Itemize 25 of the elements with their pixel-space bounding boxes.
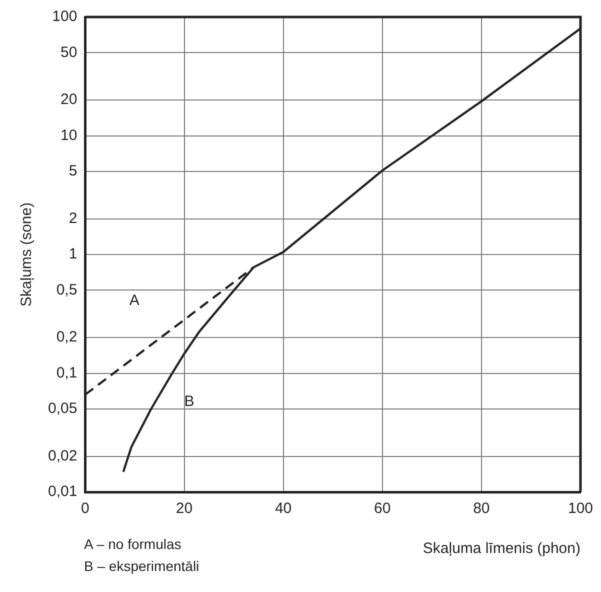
y-tick-label: 10: [60, 126, 78, 144]
x-tick-label: 80: [473, 500, 490, 518]
x-tick-label: 0: [81, 500, 90, 518]
y-tick-label: 1: [68, 246, 78, 263]
y-tick-label: 0,5: [56, 281, 78, 298]
y-axis-title: Skaļums (sone): [18, 202, 36, 307]
x-tick-label: 20: [176, 500, 193, 518]
y-tick-label: 5: [68, 162, 78, 180]
y-tick-label: 2: [68, 210, 78, 227]
y-tick-label: 20: [60, 91, 78, 108]
text: B – eksperimentāli: [84, 557, 200, 576]
y-tick-label: 100: [52, 8, 78, 26]
y-tick-label: 0,05: [48, 400, 78, 418]
y-tick-label: 0,1: [56, 364, 78, 382]
x-tick-label: 40: [274, 500, 292, 518]
text: A: [129, 292, 140, 310]
y-tick-label: 0,02: [48, 447, 78, 464]
x-axis-title: Skaļuma līmenis (phon): [422, 540, 580, 558]
y-tick-label: 50: [60, 44, 78, 61]
y-tick-label: 0,01: [48, 483, 78, 500]
text: A – no formulas: [84, 535, 182, 554]
x-tick-label: 100: [568, 500, 593, 518]
y-tick-label: 0,2: [56, 328, 78, 346]
series-label: B: [184, 392, 194, 410]
x-tick-label: 60: [374, 500, 391, 518]
